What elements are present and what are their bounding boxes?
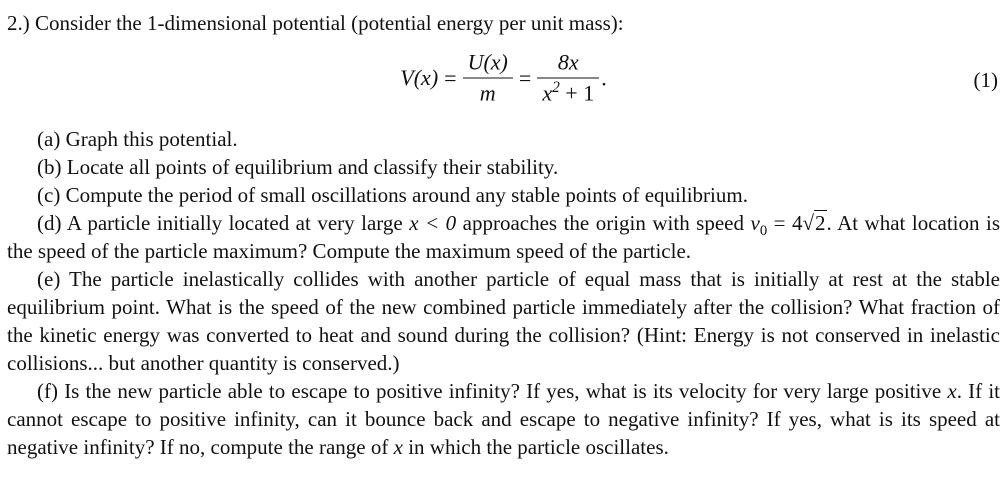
item-a-label: (a) xyxy=(37,127,61,151)
problem-intro: 2.) Consider the 1-dimensional potential… xyxy=(7,11,624,35)
item-f: (f) Is the new particle able to escape t… xyxy=(7,377,1000,461)
item-e-label: (e) xyxy=(37,267,61,291)
item-e-text: The particle inelastically collides with… xyxy=(7,267,1000,375)
item-c: (c) Compute the period of small oscillat… xyxy=(7,181,1000,209)
item-d: (d) A particle initially located at very… xyxy=(7,209,1000,265)
item-b: (b) Locate all points of equilibrium and… xyxy=(7,153,1000,181)
den-variable: x xyxy=(542,80,553,106)
den-exponent: 2 xyxy=(552,79,560,97)
equation-row: V(x) = U(x) m = 8x x2 + 1. (1) xyxy=(7,39,1000,121)
inline-math-x-lt-0: x < 0 xyxy=(409,211,457,235)
item-d-eq-part: = 4 xyxy=(767,211,803,235)
item-d-text-post: . At what location is the speed of the p… xyxy=(7,211,1000,263)
item-b-text: Locate all points of equilibrium and cla… xyxy=(66,155,559,179)
item-f-text-mid: . If it cannot escape to positive infini… xyxy=(7,379,1001,459)
item-d-label: (d) xyxy=(37,211,62,235)
item-b-label: (b) xyxy=(37,155,62,179)
fraction-numerator: U(x) xyxy=(467,49,508,75)
fraction-denominator: x2 + 1 xyxy=(537,77,600,106)
equals-sign: = xyxy=(518,65,532,91)
equals-sign: = xyxy=(444,65,457,91)
item-d-text-mid: approaches the origin with speed xyxy=(456,211,751,235)
equation-period: . xyxy=(601,65,607,91)
item-f-label: (f) xyxy=(37,379,58,403)
velocity-subscript: 0 xyxy=(759,223,768,240)
equation-number: (1) xyxy=(973,68,999,92)
item-a: (a) Graph this potential. xyxy=(7,125,1000,153)
fraction-8x-over-x2plus1: 8x x2 + 1 xyxy=(537,49,600,106)
item-c-text: Compute the period of small oscillations… xyxy=(65,183,748,207)
item-c-label: (c) xyxy=(37,183,61,207)
item-e: (e) The particle inelastically collides … xyxy=(7,265,1000,377)
item-f-text-pre: Is the new particle able to escape to po… xyxy=(64,379,948,403)
fraction-denominator: m xyxy=(462,77,513,106)
den-rest: + 1 xyxy=(559,80,595,106)
sqrt-radicand: 2 xyxy=(814,210,827,235)
inline-math-x: x xyxy=(947,379,957,403)
fraction-ux-over-m: U(x) m xyxy=(462,49,513,106)
velocity-variable: v xyxy=(750,211,760,235)
item-d-text-pre: A particle initially located at very lar… xyxy=(66,211,410,235)
inline-math-x: x xyxy=(393,435,403,459)
item-a-text: Graph this potential. xyxy=(65,127,238,151)
item-f-text-post: in which the particle oscillates. xyxy=(402,435,669,459)
equation-lhs: V(x) xyxy=(400,65,439,91)
sqrt-icon: √ xyxy=(802,211,814,235)
displayed-equation: V(x) = U(x) m = 8x x2 + 1. xyxy=(7,49,1000,108)
fraction-numerator: 8x xyxy=(557,49,579,75)
